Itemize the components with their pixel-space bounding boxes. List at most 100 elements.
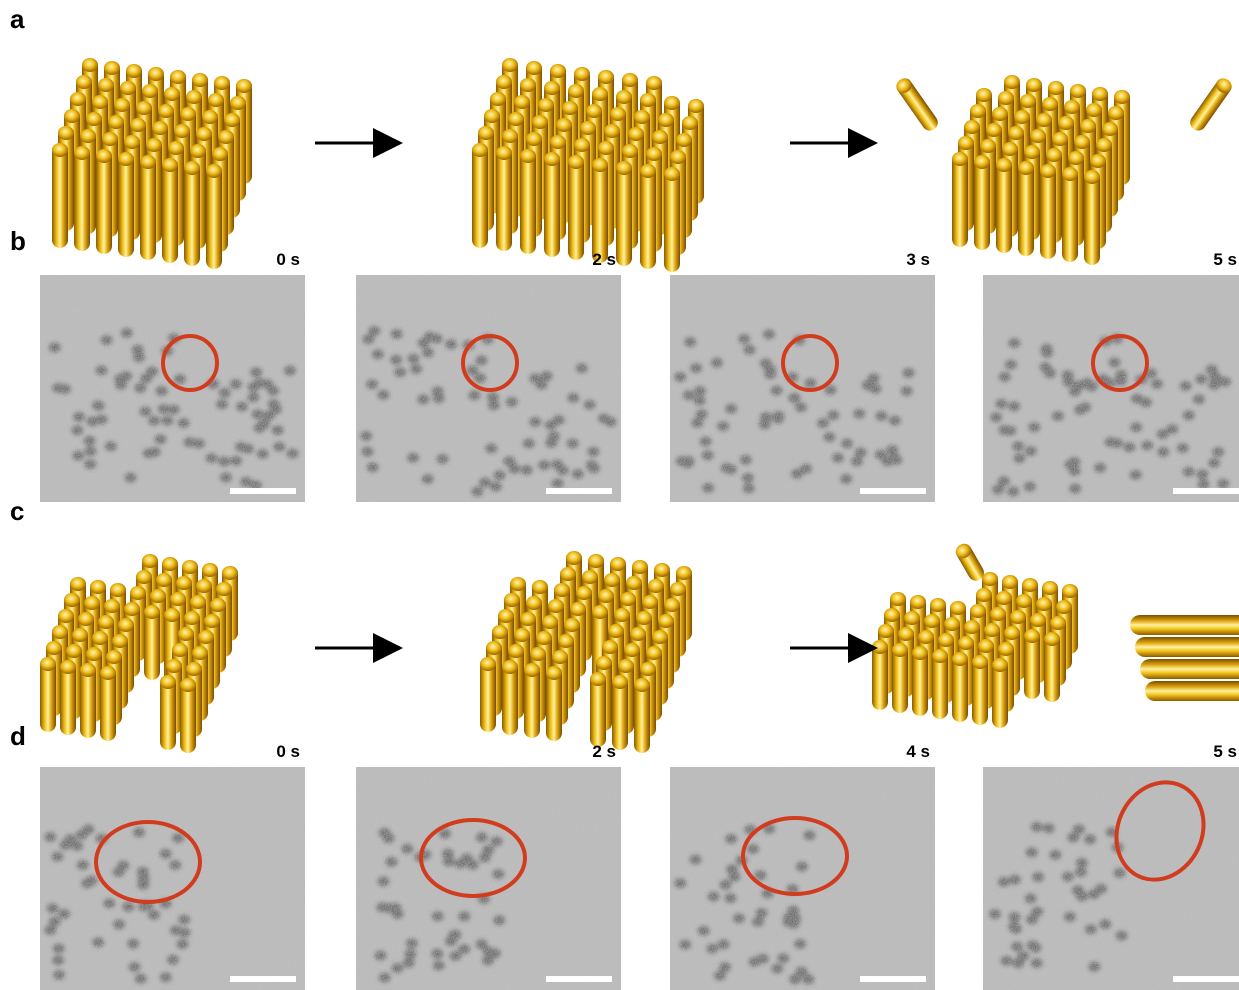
rod-cap (120, 81, 136, 95)
rod-cap (642, 595, 658, 609)
rod (1040, 164, 1056, 259)
rod-cap (612, 675, 628, 689)
rod-cap (1102, 122, 1118, 136)
rod-cap (58, 609, 74, 623)
rod-cap (90, 580, 106, 594)
rod-cap (514, 95, 530, 109)
rod-cap (930, 598, 946, 612)
rod-cap (588, 554, 604, 568)
rod-cap (204, 614, 220, 628)
rod-cap (580, 121, 596, 135)
rod-cap (502, 129, 518, 143)
rod (160, 675, 176, 750)
rod-cap (924, 614, 940, 628)
rod-body (1018, 161, 1034, 256)
rod-cap (1080, 119, 1096, 133)
rod-cap (92, 631, 108, 645)
time-label: 2 s (592, 742, 616, 761)
rod-cap (96, 149, 112, 163)
tem-frame (670, 275, 935, 502)
rod-cap (620, 592, 636, 606)
rod-cap (1074, 135, 1090, 149)
rod-cap (210, 598, 226, 612)
rod (74, 146, 90, 251)
rod-cap (904, 611, 920, 625)
scale-bar (860, 488, 926, 494)
rod-cap (550, 64, 566, 78)
rod-cap (84, 596, 100, 610)
rod-cap (236, 79, 252, 93)
rod (520, 149, 536, 254)
rod-body (1084, 170, 1100, 265)
rod-cap (104, 61, 120, 75)
rod-cap (670, 582, 686, 596)
rod-cap (72, 628, 88, 642)
time-label: 3 s (906, 250, 930, 269)
rod-cap (918, 630, 934, 644)
rod-cap (616, 90, 632, 104)
rod-cap (1024, 629, 1040, 643)
rod-cap (1086, 103, 1102, 117)
rod (612, 675, 628, 750)
rod-cap (676, 566, 692, 580)
rod-cap (664, 167, 680, 181)
rod-cap (622, 73, 638, 87)
rod-cap (118, 618, 134, 632)
rod-cap (76, 75, 92, 89)
rod-cap (492, 625, 508, 639)
rod-cap (992, 107, 1008, 121)
rod-body (544, 152, 560, 257)
rod (52, 143, 68, 248)
rod (480, 657, 496, 732)
rod-cap (664, 96, 680, 110)
rod-cap (1018, 161, 1034, 175)
rod-cap (100, 666, 116, 680)
rod-cap (964, 620, 980, 634)
rod-cap (682, 116, 698, 130)
rod-body (1040, 164, 1056, 259)
rod-cap (1092, 87, 1108, 101)
rod-cap (168, 141, 184, 155)
rod-body (1175, 637, 1239, 657)
rod-cap (958, 636, 974, 650)
rod-cap (996, 158, 1012, 172)
rod (640, 164, 656, 269)
rod-cap (664, 598, 680, 612)
rod-cap (628, 127, 644, 141)
tem-noise (983, 767, 1239, 990)
rod (974, 155, 990, 250)
rod-cap (944, 617, 960, 631)
rod-cap (98, 615, 114, 629)
rod-cap (162, 158, 178, 172)
rod-cap (216, 582, 232, 596)
rod-cap (158, 104, 174, 118)
rod (184, 161, 200, 266)
rod (568, 155, 584, 260)
rod (144, 605, 160, 680)
rod-cap (582, 570, 598, 584)
rod (180, 678, 196, 753)
rod (162, 158, 178, 263)
rod-cap (590, 672, 606, 686)
rod-cap (1096, 138, 1112, 152)
rod-cap (102, 132, 118, 146)
single-rod (953, 541, 987, 584)
rod-body (162, 158, 178, 263)
rod (664, 167, 680, 272)
rod (40, 657, 56, 732)
rod-cap (130, 118, 146, 132)
rod-cap (174, 124, 190, 138)
rod-cap (604, 573, 620, 587)
rod-cap (574, 138, 590, 152)
rod-cap (1002, 575, 1018, 589)
rod-cap (1004, 75, 1020, 89)
rod-cap (502, 660, 518, 674)
panel-label: a (10, 4, 25, 34)
rod-body (184, 161, 200, 266)
rod (1187, 75, 1235, 133)
scale-bar (546, 976, 612, 982)
rod-cap (1090, 154, 1106, 168)
rod-cap (1114, 90, 1130, 104)
rod-cap (974, 155, 990, 169)
rod-cap (496, 75, 512, 89)
